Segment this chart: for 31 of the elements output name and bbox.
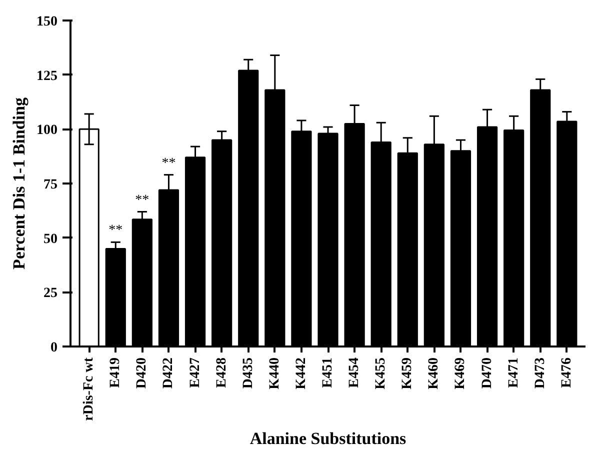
x-tick-label: rDis-Fc wt (82, 357, 97, 421)
y-tick-label: 150 (36, 14, 58, 30)
x-tick-label: E454 (347, 357, 362, 388)
x-tick-label: D470 (480, 357, 495, 389)
x-tick-label: K455 (374, 358, 389, 390)
x-tick-label: E428 (214, 357, 230, 388)
annotation: ** (108, 223, 123, 238)
x-tick-label: E427 (188, 357, 203, 388)
x-tick-label: E451 (320, 357, 336, 388)
annotation: ** (162, 156, 176, 171)
y-tick-label: 100 (36, 123, 58, 138)
x-tick-label: E476 (559, 357, 574, 388)
y-tick-label: 50 (44, 232, 58, 247)
y-tick-label: 75 (44, 178, 58, 192)
y-tick-label: 125 (36, 68, 58, 84)
x-tick-label: K460 (426, 358, 442, 390)
y-axis-title: Percent Dis 1-1 Binding (10, 96, 28, 270)
x-tick-label: E419 (108, 357, 124, 388)
x-tick-label: D473 (532, 357, 548, 389)
x-tick-label: D420 (134, 357, 150, 389)
y-tick-label: 0 (50, 340, 58, 356)
x-tick-label: D422 (161, 357, 176, 389)
x-axis-title: Alanine Substitutions (250, 428, 407, 448)
y-tick-label: 25 (44, 286, 58, 302)
x-tick-label: K442 (294, 358, 309, 390)
annotation: ** (135, 192, 150, 208)
x-tick-label: D435 (240, 357, 256, 389)
x-tick-label: K469 (453, 358, 468, 390)
x-tick-label: E471 (506, 357, 522, 388)
x-tick-label: K459 (400, 358, 416, 390)
x-tick-label: K440 (267, 358, 282, 390)
